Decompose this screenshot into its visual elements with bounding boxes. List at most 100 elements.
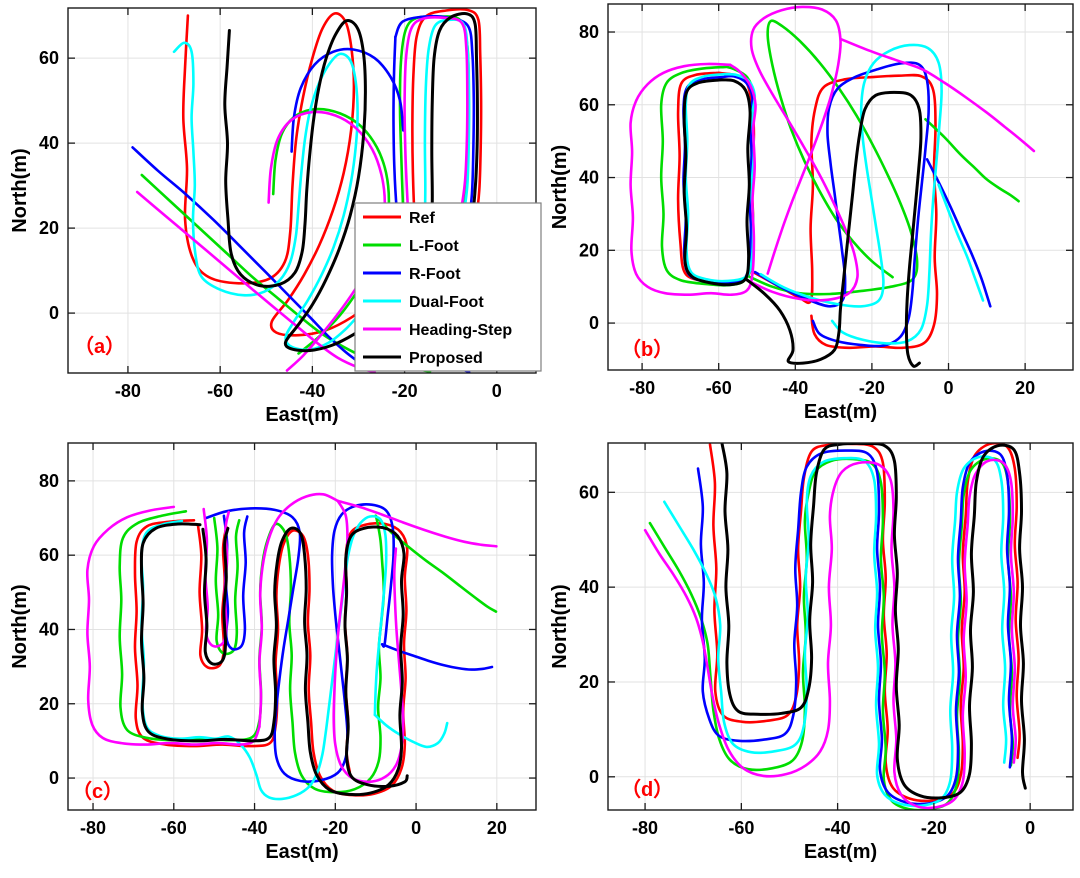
trajectory-r_foot xyxy=(925,158,992,308)
legend-item-l_foot: L-Foot xyxy=(363,238,459,255)
x-tick-label: -60 xyxy=(207,381,233,401)
x-tick-label: -20 xyxy=(859,378,885,398)
legend-label: R-Foot xyxy=(409,266,461,283)
legend-label: Dual-Foot xyxy=(409,294,484,311)
y-axis-label: North(m) xyxy=(549,584,571,668)
trajectory-dual_foot xyxy=(373,713,449,749)
subplot-a: -80 -60 -40 -20 0 0 20 40 60 East(m) North(m) （a） xyxy=(9,7,537,426)
x-tick-label: -40 xyxy=(825,818,851,838)
subplot-tag: （a） xyxy=(74,335,125,358)
x-tick-label: 20 xyxy=(487,818,507,838)
x-tick-label: -40 xyxy=(782,378,808,398)
trajectory-heading_step xyxy=(744,5,859,302)
trajectory-l_foot xyxy=(212,516,241,656)
x-tick-label: 0 xyxy=(944,378,954,398)
legend-box xyxy=(354,202,542,372)
trajectory-r_foot xyxy=(290,47,405,153)
y-axis-label: North(m) xyxy=(9,584,31,668)
trajectory-heading_step xyxy=(336,499,498,548)
trajectory-heading_step xyxy=(403,16,469,243)
x-tick-label: -20 xyxy=(392,381,418,401)
y-tick-label: 20 xyxy=(579,672,599,692)
x-tick-label: 20 xyxy=(1015,378,1035,398)
y-tick-label: 40 xyxy=(579,168,599,188)
trajectory-heading_step xyxy=(840,38,1036,153)
y-tick-label: 0 xyxy=(49,768,59,788)
axes-box xyxy=(67,442,537,811)
trajectory-l_foot xyxy=(746,19,919,296)
y-tick-label: 60 xyxy=(579,482,599,502)
trajectory-r_foot xyxy=(394,14,476,230)
axes-box xyxy=(67,7,537,374)
y-tick-label: 0 xyxy=(49,303,59,323)
y-tick-label: 40 xyxy=(579,577,599,597)
legend-label: L-Foot xyxy=(409,238,459,255)
subplot-tag: （c） xyxy=(72,780,123,803)
trajectory-l_foot xyxy=(924,118,1020,203)
y-tick-label: 0 xyxy=(589,313,599,333)
trajectory-dual_foot xyxy=(663,455,1008,808)
legend-item-r_foot: R-Foot xyxy=(363,266,461,283)
x-tick-label: -60 xyxy=(728,818,754,838)
trajectory-r_foot xyxy=(131,146,360,364)
y-tick-label: 20 xyxy=(39,218,59,238)
x-axis-label: East(m) xyxy=(804,841,877,863)
trajectory-dual_foot xyxy=(172,18,471,352)
axes-box xyxy=(607,3,1074,371)
x-tick-label: -80 xyxy=(629,378,655,398)
trajectory-ref xyxy=(181,8,483,337)
x-tick-label: -40 xyxy=(299,381,325,401)
x-axis-label: East(m) xyxy=(804,401,877,423)
trajectory-dual_foot xyxy=(937,183,985,302)
y-tick-label: 0 xyxy=(589,767,599,787)
subplot-c: -80 -60 -40 -20 0 20 0 20 40 60 80 East(m) North(m) （… xyxy=(9,442,537,863)
legend-item-ref: Ref xyxy=(363,210,435,227)
y-axis-label: North(m) xyxy=(549,145,571,229)
trajectory-proposed xyxy=(682,78,752,287)
y-tick-label: 20 xyxy=(579,240,599,260)
y-tick-label: 40 xyxy=(39,619,59,639)
y-tick-label: 60 xyxy=(39,545,59,565)
trajectory-dual_foot xyxy=(759,43,943,345)
x-tick-label: -60 xyxy=(161,818,187,838)
y-axis-label: North(m) xyxy=(9,148,31,232)
trajectory-heading_step xyxy=(85,505,261,746)
x-tick-label: -40 xyxy=(242,818,268,838)
x-tick-label: -60 xyxy=(706,378,732,398)
trajectory-heading_step xyxy=(267,110,387,372)
axes-box xyxy=(607,442,1074,811)
x-tick-label: -20 xyxy=(322,818,348,838)
subplot-b: -80 -60 -40 -20 0 20 0 20 40 60 80 East(m) North(m) （… xyxy=(549,3,1074,423)
x-tick-label: -80 xyxy=(80,818,106,838)
trajectory-heading_step xyxy=(629,62,757,297)
trajectory-proposed xyxy=(223,12,479,353)
y-tick-label: 80 xyxy=(39,471,59,491)
x-tick-label: -80 xyxy=(632,818,658,838)
y-tick-label: 20 xyxy=(39,694,59,714)
trajectory-heading_step xyxy=(643,458,1018,810)
trajectory-ref xyxy=(751,73,939,350)
legend-label: Heading-Step xyxy=(409,322,512,339)
y-tick-label: 80 xyxy=(579,22,599,42)
legend-label: Proposed xyxy=(409,350,483,367)
legend-label: Ref xyxy=(409,210,435,227)
x-tick-label: 0 xyxy=(1025,818,1035,838)
legend: Ref L-Foot R-Foot Dual-Foot Heading-Step Prop… xyxy=(354,202,542,372)
y-tick-label: 40 xyxy=(39,133,59,153)
x-axis-label: East(m) xyxy=(265,841,338,863)
legend-item-proposed: Proposed xyxy=(363,350,483,367)
trajectory-r_foot xyxy=(696,449,1014,806)
y-tick-label: 60 xyxy=(39,48,59,68)
subplot-d: -80 -60 -40 -20 0 0 20 40 60 East(m) North(m) （d） xyxy=(549,442,1074,863)
x-axis-label: East(m) xyxy=(265,404,338,426)
x-tick-label: 0 xyxy=(492,381,502,401)
trajectory-proposed xyxy=(139,522,409,797)
x-tick-label: -80 xyxy=(115,381,141,401)
x-tick-label: 0 xyxy=(411,818,421,838)
legend-item-dual_foot: Dual-Foot xyxy=(363,294,484,311)
subplot-tag: （d） xyxy=(621,778,673,801)
y-tick-label: 60 xyxy=(579,95,599,115)
